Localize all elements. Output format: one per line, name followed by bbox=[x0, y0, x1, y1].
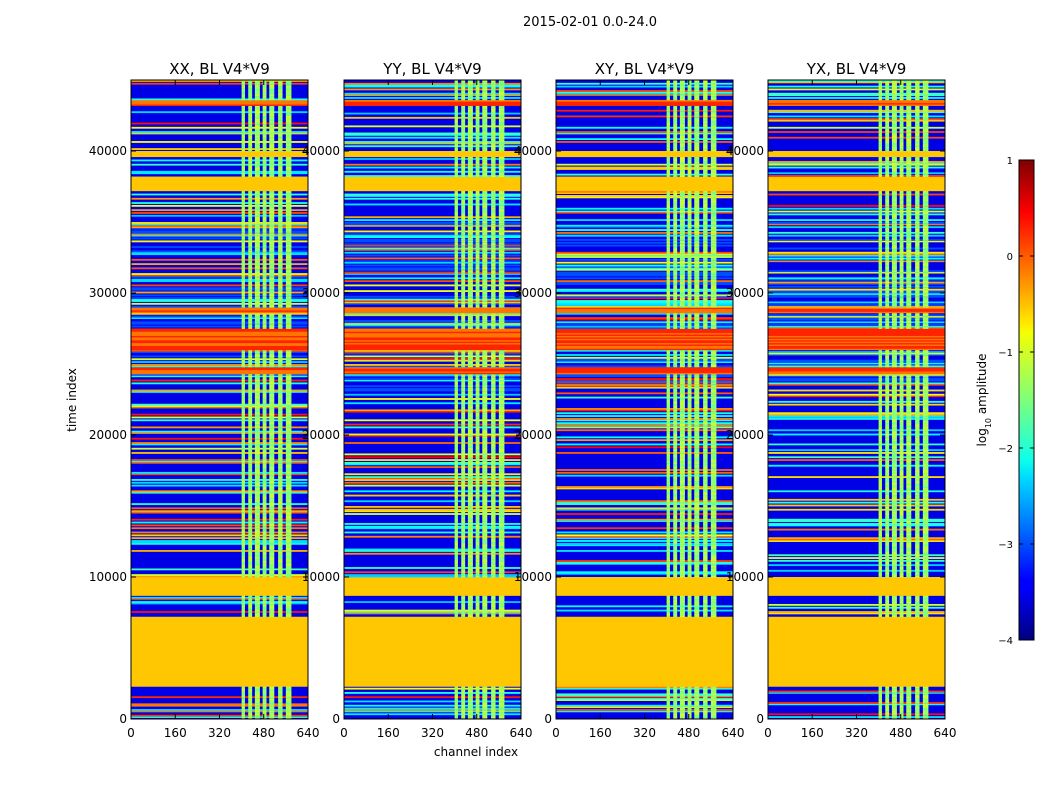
panel-xx-image bbox=[131, 80, 308, 719]
y-tick-label: 20000 bbox=[726, 428, 764, 442]
x-tick-label: 480 bbox=[465, 726, 488, 740]
x-tick-label: 640 bbox=[934, 726, 957, 740]
y-tick-label: 40000 bbox=[726, 144, 764, 158]
x-tick-label: 640 bbox=[297, 726, 320, 740]
panels: XX, BL V4*V9 0 160 320 480 640 0 10000 20000 3000… bbox=[89, 60, 957, 740]
y-tick-label: 10000 bbox=[302, 570, 340, 584]
y-tick-label: 40000 bbox=[302, 144, 340, 158]
y-tick-label: 0 bbox=[544, 712, 552, 726]
colorbar-label: log10 amplitude bbox=[975, 354, 993, 447]
panel-yy-image bbox=[344, 80, 521, 719]
x-tick-label: 480 bbox=[677, 726, 700, 740]
x-tick-label: 480 bbox=[252, 726, 275, 740]
y-tick-label: 30000 bbox=[726, 286, 764, 300]
colorbar-tick-label: −2 bbox=[998, 444, 1013, 455]
panel-title: YY, BL V4*V9 bbox=[382, 60, 481, 78]
colorbar-gradient bbox=[1018, 159, 1035, 641]
y-tick-label: 30000 bbox=[302, 286, 340, 300]
panel-yx: YX, BL V4*V9 0 160 320 480 640 0 10000 20000 3000… bbox=[726, 60, 957, 740]
x-tick-label: 160 bbox=[589, 726, 612, 740]
x-axis-label: channel index bbox=[434, 745, 518, 759]
colorbar-ticks: 1 0 −1 −2 −3 −4 bbox=[998, 156, 1034, 647]
x-tick-label: 640 bbox=[510, 726, 533, 740]
panel-yy: YY, BL V4*V9 0 160 320 480 640 0 10000 20000 3000… bbox=[302, 60, 533, 740]
panel-yx-image bbox=[768, 80, 945, 719]
y-tick-label: 30000 bbox=[89, 286, 127, 300]
y-tick-label: 10000 bbox=[726, 570, 764, 584]
colorbar-tick-label: 1 bbox=[1007, 156, 1013, 167]
y-tick-label: 10000 bbox=[89, 570, 127, 584]
x-tick-label: 0 bbox=[764, 726, 772, 740]
x-tick-label: 160 bbox=[801, 726, 824, 740]
y-tick-label: 20000 bbox=[89, 428, 127, 442]
panel-title: YX, BL V4*V9 bbox=[806, 60, 907, 78]
panel-xy: XY, BL V4*V9 0 160 320 480 640 0 10000 20000 3000… bbox=[514, 60, 745, 740]
x-tick-label: 640 bbox=[722, 726, 745, 740]
panel-xx: XX, BL V4*V9 0 160 320 480 640 0 10000 20000 3000… bbox=[89, 60, 320, 740]
x-tick-label: 0 bbox=[127, 726, 135, 740]
y-axis-label: time index bbox=[65, 368, 79, 432]
colorbar-tick-label: 0 bbox=[1007, 252, 1013, 263]
y-tick-label: 20000 bbox=[302, 428, 340, 442]
x-tick-label: 320 bbox=[633, 726, 656, 740]
figure-suptitle: 2015-02-01 0.0-24.0 bbox=[523, 15, 657, 30]
colorbar-tick-label: −1 bbox=[998, 348, 1013, 359]
y-tick-label: 0 bbox=[119, 712, 127, 726]
x-tick-label: 160 bbox=[377, 726, 400, 740]
y-tick-label: 40000 bbox=[89, 144, 127, 158]
y-tick-label: 0 bbox=[756, 712, 764, 726]
x-tick-label: 0 bbox=[552, 726, 560, 740]
y-tick-label: 40000 bbox=[514, 144, 552, 158]
y-tick-label: 10000 bbox=[514, 570, 552, 584]
x-tick-label: 320 bbox=[208, 726, 231, 740]
x-tick-label: 480 bbox=[889, 726, 912, 740]
x-tick-label: 160 bbox=[164, 726, 187, 740]
y-tick-label: 0 bbox=[332, 712, 340, 726]
colorbar-tick-label: −3 bbox=[998, 540, 1013, 551]
panel-title: XX, BL V4*V9 bbox=[169, 60, 270, 78]
y-tick-label: 30000 bbox=[514, 286, 552, 300]
panel-title: XY, BL V4*V9 bbox=[595, 60, 695, 78]
y-tick-label: 20000 bbox=[514, 428, 552, 442]
x-tick-label: 0 bbox=[340, 726, 348, 740]
x-tick-label: 320 bbox=[421, 726, 444, 740]
colorbar-tick-label: −4 bbox=[998, 636, 1013, 647]
colorbar: 1 0 −1 −2 −3 −4 log10 amplitude bbox=[975, 156, 1035, 647]
x-tick-label: 320 bbox=[845, 726, 868, 740]
panel-xy-image bbox=[556, 80, 733, 719]
